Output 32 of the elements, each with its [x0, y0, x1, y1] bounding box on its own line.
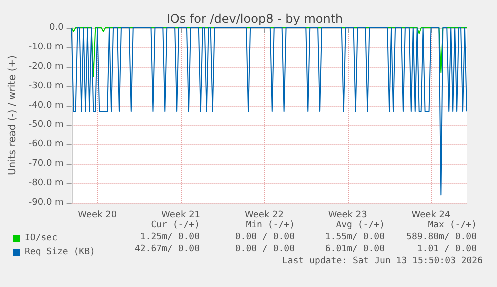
text: Cur (-/+): [151, 220, 200, 230]
legend-label: IO/sec: [25, 234, 58, 244]
x-tick-label: Week 24: [412, 210, 452, 220]
text: 1.55m/ 0.00: [325, 232, 385, 242]
x-tick-label: Week 22: [244, 210, 284, 220]
y-tick-label: -10.0 m: [28, 42, 64, 52]
y-tick-label: -90.0 m: [28, 198, 64, 208]
y-tick-label: -80.0 m: [28, 178, 64, 189]
text: Avg (-/+): [336, 220, 385, 230]
y-tick-label: 0.0: [49, 23, 64, 33]
y-tick-label: -20.0 m: [28, 62, 64, 72]
text: 6.01m/ 0.00: [325, 244, 385, 254]
text: 42.67m/ 0.00: [134, 244, 200, 254]
y-tick-label: -70.0 m: [28, 159, 64, 170]
text: 0.00 / 0.00: [235, 244, 295, 254]
chart-title: IOs for /dev/loop8 - by month: [166, 12, 344, 26]
y-axis-title: Units read (-) / write (+): [8, 55, 18, 176]
y-tick-label: -50.0 m: [28, 120, 64, 130]
text: Last update: Sat Jun 13 15:50:03 2026: [282, 256, 483, 266]
y-tick-label: -60.0 m: [28, 140, 64, 150]
text: 0.00 / 0.00: [235, 232, 295, 242]
text: Max (-/+): [428, 220, 477, 230]
y-tick-label: -40.0 m: [28, 100, 64, 111]
text: 1.01 / 0.00: [417, 244, 477, 254]
text: 589.80m/ 0.00: [406, 232, 477, 242]
text: Min (-/+): [246, 220, 295, 230]
x-tick-label: Week 21: [162, 210, 201, 220]
legend-label: Req Size (KB): [25, 248, 96, 258]
x-tick-label: Week 23: [328, 210, 368, 220]
text: 1.25m/ 0.00: [140, 232, 200, 242]
y-tick-label: -30.0 m: [28, 81, 64, 92]
x-tick-label: Week 20: [78, 210, 118, 220]
